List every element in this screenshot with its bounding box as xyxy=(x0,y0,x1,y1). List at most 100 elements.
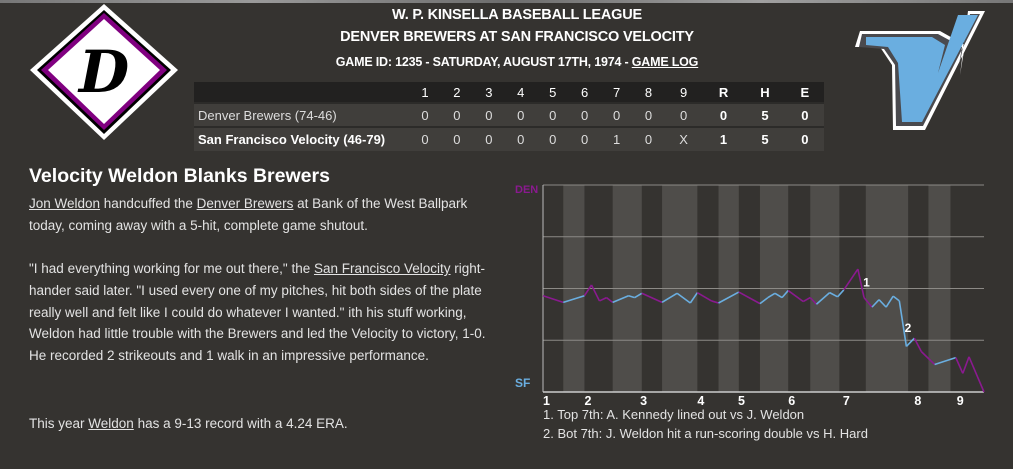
win-prob-segment xyxy=(871,299,880,308)
x-tick-label: 5 xyxy=(738,394,745,408)
team-link[interactable]: Denver Brewers xyxy=(196,196,294,211)
win-prob-segment xyxy=(689,292,699,304)
x-tick-label: 2 xyxy=(585,394,592,408)
inning-score: 0 xyxy=(632,102,665,127)
player-link[interactable]: Jon Weldon xyxy=(29,196,101,211)
article-title: Velocity Weldon Blanks Brewers xyxy=(29,165,330,187)
x-tick-label: 3 xyxy=(640,394,647,408)
x-tick-label: 6 xyxy=(788,394,795,408)
win-prob-segment xyxy=(905,337,915,348)
runs-header: R xyxy=(702,82,745,103)
inning-header: 6 xyxy=(568,82,601,103)
inning-score: 0 xyxy=(536,102,569,127)
inning-score: 0 xyxy=(504,126,537,151)
team-name: San Francisco Velocity (46-79) xyxy=(194,126,409,151)
game-info-text: GAME ID: 1235 - SATURDAY, AUGUST 17TH, 1… xyxy=(335,55,632,69)
annotation-marker: 1 xyxy=(863,275,870,289)
svg-text:V: V xyxy=(840,5,851,9)
win-prob-segment xyxy=(759,296,769,305)
hits-total: 5 xyxy=(744,102,786,127)
x-tick-label: 9 xyxy=(957,394,964,408)
inning-score: 0 xyxy=(409,126,441,151)
inning-score: 0 xyxy=(568,126,601,151)
inning-score: 0 xyxy=(472,102,505,127)
game-info: GAME ID: 1235 - SATURDAY, AUGUST 17TH, 1… xyxy=(200,55,834,69)
player-link[interactable]: Weldon xyxy=(88,416,134,431)
x-tick-label: 8 xyxy=(914,394,921,408)
text: "I had everything working for me out the… xyxy=(29,261,314,276)
errors-total: 0 xyxy=(785,126,824,151)
win-prob-segment xyxy=(955,357,964,374)
inning-header: 2 xyxy=(440,82,473,103)
win-prob-segment xyxy=(696,291,712,302)
inning-score: 0 xyxy=(472,126,505,151)
inning-score: 0 xyxy=(664,102,703,127)
win-prob-segment xyxy=(628,294,635,299)
text: handcuffed the xyxy=(100,196,197,211)
top-border xyxy=(0,0,1013,3)
x-tick-label: 1 xyxy=(543,394,550,408)
inning-score: 0 xyxy=(504,102,537,127)
win-prob-segment xyxy=(634,292,643,299)
y-label-den: DEN xyxy=(515,184,538,196)
win-prob-segment xyxy=(542,294,564,304)
win-prob-segment xyxy=(583,284,593,297)
runs-total: 1 xyxy=(702,126,745,151)
win-prob-segment xyxy=(606,296,614,304)
win-prob-segment xyxy=(641,292,663,304)
article-paragraph: "I had everything working for me out the… xyxy=(29,258,504,367)
sf-velocity-logo: V xyxy=(840,5,985,130)
errors-header: E xyxy=(785,82,824,103)
hits-header: H xyxy=(744,82,786,103)
win-prob-segment xyxy=(774,292,783,299)
win-prob-segment xyxy=(809,297,818,305)
inning-header: 1 xyxy=(409,82,441,103)
win-prob-segment xyxy=(718,291,740,304)
win-probability-chart: 1 2 1 2 3 4 5 6 7 8 9 DEN SF xyxy=(515,184,985,408)
errors-total: 0 xyxy=(785,102,824,127)
x-tick-label: 4 xyxy=(697,394,704,408)
win-prob-segment xyxy=(676,292,691,304)
inning-header: 8 xyxy=(632,82,665,103)
game-log-link[interactable]: GAME LOG xyxy=(631,55,699,69)
text: right-hander said later. "I used every o… xyxy=(29,261,486,364)
line-score-row-home: San Francisco Velocity (46-79) 0 0 0 0 0… xyxy=(194,126,824,151)
win-prob-segment xyxy=(962,356,970,374)
win-prob-segment xyxy=(661,292,678,304)
denver-brewers-logo: D xyxy=(30,4,178,140)
team-link[interactable]: San Francisco Velocity xyxy=(313,261,451,276)
win-prob-segment xyxy=(738,291,761,305)
inning-score: X xyxy=(664,126,703,151)
line-score-row-away: Denver Brewers (74-46) 0 0 0 0 0 0 0 0 0… xyxy=(194,102,824,127)
win-prob-segment xyxy=(590,284,601,302)
team-name: Denver Brewers (74-46) xyxy=(194,102,409,127)
text: has a 9-13 record with a 4.24 ERA. xyxy=(133,416,348,431)
footnote: 2. Bot 7th: J. Weldon hit a run-scoring … xyxy=(543,426,868,441)
win-prob-segment xyxy=(802,296,811,303)
win-prob-segment xyxy=(781,290,789,299)
inning-header: 9 xyxy=(664,82,703,103)
win-prob-segment xyxy=(878,299,887,308)
matchup-title: DENVER BREWERS AT SAN FRANCISCO VELOCITY xyxy=(340,29,694,45)
win-prob-segment xyxy=(815,292,831,305)
win-prob-segment xyxy=(787,289,804,303)
line-score-table: 1 2 3 4 5 6 7 8 9 R H E Denver Brewers (… xyxy=(194,82,824,151)
article-paragraph: This year Weldon has a 9-13 record with … xyxy=(29,413,504,435)
league-title: W. P. KINSELLA BASEBALL LEAGUE xyxy=(392,7,642,23)
win-prob-segment xyxy=(599,296,607,302)
annotation-marker: 2 xyxy=(905,321,912,335)
win-prob-segment xyxy=(711,300,719,304)
win-prob-segment xyxy=(829,291,838,298)
win-prob-segment xyxy=(612,295,629,304)
footnote: 1. Top 7th: A. Kennedy lined out vs J. W… xyxy=(543,407,805,422)
text: This year xyxy=(29,416,89,431)
inning-score: 0 xyxy=(568,102,601,127)
win-prob-segment xyxy=(920,351,936,366)
inning-header: 7 xyxy=(600,82,633,103)
svg-text:D: D xyxy=(77,38,129,106)
team-header xyxy=(194,82,409,103)
article-paragraph: Jon Weldon handcuffed the Denver Brewers… xyxy=(29,193,504,237)
win-prob-segment xyxy=(913,337,923,353)
x-tick-label: 7 xyxy=(843,394,850,408)
inning-score: 0 xyxy=(632,126,665,151)
